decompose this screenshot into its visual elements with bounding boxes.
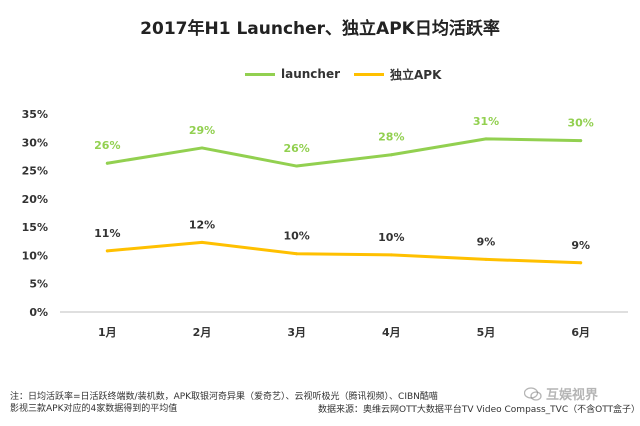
- data-point: [484, 137, 488, 141]
- data-point: [389, 153, 393, 157]
- series-line-launcher: [105, 137, 583, 168]
- watermark-text: 互娱视界: [546, 388, 599, 403]
- x-tick-label: 4月: [382, 326, 401, 339]
- legend-swatch-launcher: [245, 72, 275, 76]
- data-point: [295, 164, 299, 168]
- data-label: 11%: [94, 227, 120, 240]
- footnote: 注：日均活跃率=日活跃终端数/装机数，APK取银河奇异果（爱奇艺）、云视听极光（…: [10, 392, 438, 414]
- legend-label-launcher: launcher: [281, 67, 341, 81]
- legend-item-apk: 独立APK: [354, 66, 441, 83]
- data-label: 29%: [189, 124, 215, 137]
- data-label: 28%: [378, 131, 404, 144]
- x-tick-label: 1月: [98, 326, 117, 339]
- legend-label-apk: 独立APK: [390, 67, 442, 82]
- x-tick-label: 2月: [193, 326, 212, 339]
- chart-legend: launcher 独立APK: [245, 66, 455, 82]
- data-point: [295, 252, 299, 256]
- data-point: [389, 253, 393, 257]
- y-tick-label: 10%: [22, 249, 48, 262]
- wechat-icon: [524, 386, 542, 401]
- data-source: 数据来源：奥维云网OTT大数据平台TV Video Compass_TVC（不含…: [318, 405, 640, 415]
- data-label: 10%: [283, 230, 309, 243]
- data-label: 26%: [94, 139, 120, 152]
- data-label: 30%: [567, 117, 593, 130]
- data-label: 26%: [283, 142, 309, 155]
- data-point: [579, 261, 583, 265]
- y-tick-label: 20%: [22, 193, 48, 206]
- data-point: [579, 139, 583, 143]
- data-point: [200, 146, 204, 150]
- data-label: 12%: [189, 218, 215, 231]
- x-tick-label: 3月: [287, 326, 306, 339]
- legend-swatch-apk: [354, 72, 385, 76]
- y-tick-label: 0%: [29, 306, 48, 319]
- x-tick-label: 6月: [571, 326, 590, 339]
- data-point: [484, 257, 488, 261]
- chart-title: 2017年H1 Launcher、独立APK日均活跃率: [140, 19, 500, 39]
- series-line-apk: [105, 240, 583, 265]
- data-label: 31%: [473, 115, 499, 128]
- data-label: 9%: [477, 235, 496, 248]
- watermark: 互娱视界: [524, 384, 598, 403]
- y-tick-label: 5%: [29, 278, 48, 291]
- y-tick-label: 15%: [22, 221, 48, 234]
- data-label: 10%: [378, 231, 404, 244]
- data-point: [105, 161, 109, 165]
- x-tick-label: 5月: [477, 326, 496, 339]
- legend-item-launcher: launcher: [245, 67, 340, 81]
- y-tick-label: 35%: [22, 108, 48, 121]
- y-tick-label: 30%: [22, 136, 48, 149]
- y-tick-label: 25%: [22, 165, 48, 178]
- data-point: [200, 240, 204, 244]
- data-label: 9%: [571, 239, 590, 252]
- data-point: [105, 249, 109, 253]
